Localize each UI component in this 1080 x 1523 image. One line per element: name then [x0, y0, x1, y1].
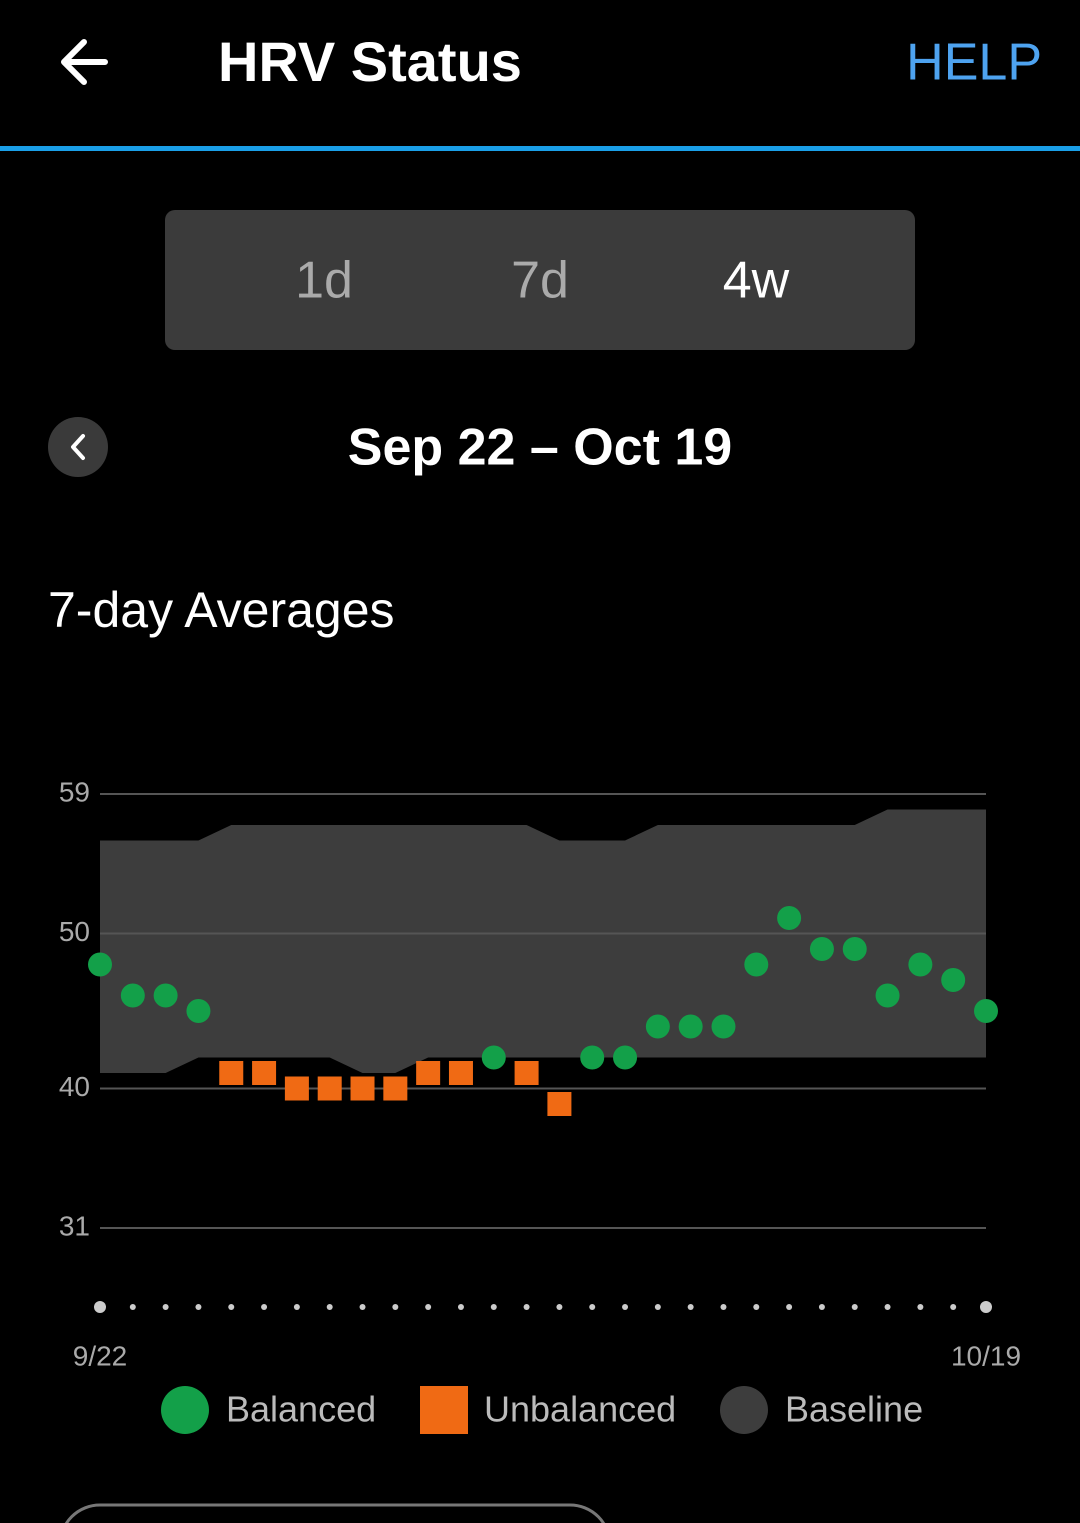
baseline-band [100, 809, 986, 1073]
balanced-point [809, 937, 834, 961]
y-tick-label: 50 [59, 916, 90, 947]
x-tick-label: 9/22 [73, 1340, 128, 1371]
unbalanced-point [284, 1076, 309, 1101]
balanced-point [842, 937, 867, 961]
x-axis-dot [523, 1304, 530, 1310]
bottom-button[interactable] [60, 1503, 610, 1523]
balanced-point [777, 906, 802, 930]
legend-label: Balanced [226, 1389, 376, 1430]
balanced-point [120, 983, 145, 1008]
x-axis-dot [884, 1304, 891, 1310]
x-axis-dot [359, 1304, 366, 1310]
tab[interactable]: 7d [511, 252, 569, 310]
legend-marker [161, 1386, 209, 1434]
x-axis-dot [980, 1301, 992, 1313]
x-axis-dot [326, 1304, 333, 1310]
balanced-point [645, 1014, 670, 1039]
tab[interactable]: 1d [295, 252, 353, 310]
unbalanced-point [547, 1092, 572, 1116]
balanced-point [974, 999, 998, 1023]
balanced-point [186, 999, 211, 1023]
x-axis-dot [589, 1304, 596, 1310]
back-button[interactable] [61, 39, 108, 85]
x-axis-dot [753, 1304, 760, 1310]
unbalanced-point [448, 1061, 473, 1085]
x-axis-dot [622, 1304, 629, 1310]
x-axis-dot [195, 1304, 202, 1310]
unbalanced-point [350, 1076, 375, 1101]
x-axis-dot [293, 1304, 300, 1310]
x-axis-dot [392, 1304, 399, 1310]
unbalanced-point [416, 1061, 441, 1085]
x-axis-dot [457, 1304, 464, 1310]
x-axis-dot [490, 1304, 497, 1310]
tab-bar [165, 210, 915, 350]
date-range: Sep 22 – Oct 19 [348, 419, 732, 477]
x-axis-dot [786, 1304, 793, 1310]
legend-label: Baseline [785, 1389, 923, 1430]
x-axis-dot [425, 1304, 432, 1310]
x-axis-dot [720, 1304, 727, 1310]
tab[interactable]: 4w [723, 252, 790, 310]
x-axis-dot [261, 1304, 268, 1310]
unbalanced-point [252, 1061, 277, 1085]
x-axis-dot [917, 1304, 924, 1310]
balanced-point [711, 1014, 736, 1039]
unbalanced-point [514, 1061, 539, 1085]
header-divider [0, 146, 1080, 151]
x-axis-dot [556, 1304, 563, 1310]
x-axis-dot [851, 1304, 858, 1310]
balanced-point [744, 952, 769, 977]
balanced-point [613, 1045, 638, 1070]
x-axis-dot [129, 1304, 136, 1310]
page-title: HRV Status [218, 30, 522, 93]
balanced-point [875, 983, 900, 1008]
balanced-point [580, 1045, 605, 1070]
previous-range-button[interactable] [48, 417, 108, 477]
x-axis-dot [162, 1304, 169, 1310]
unbalanced-point [219, 1061, 244, 1085]
y-tick-label: 40 [59, 1071, 90, 1102]
balanced-point [908, 952, 933, 977]
legend-marker [720, 1386, 768, 1434]
x-axis-dot [818, 1304, 825, 1310]
balanced-point [678, 1014, 703, 1039]
balanced-point [481, 1045, 506, 1070]
section-title: 7-day Averages [48, 582, 395, 638]
x-axis-dot [94, 1301, 106, 1313]
y-tick-label: 31 [59, 1210, 90, 1241]
help-button[interactable]: HELP [906, 34, 1042, 92]
unbalanced-point [383, 1076, 408, 1101]
balanced-point [88, 952, 112, 977]
y-tick-label: 59 [59, 776, 90, 807]
balanced-point [941, 968, 966, 992]
unbalanced-point [317, 1076, 342, 1101]
legend-marker [420, 1386, 468, 1434]
x-axis-dot [950, 1304, 957, 1310]
x-axis-dot [654, 1304, 661, 1310]
previous-icon [71, 434, 85, 460]
x-tick-label: 10/19 [951, 1340, 1021, 1371]
balanced-point [153, 983, 178, 1008]
legend-label: Unbalanced [484, 1389, 676, 1430]
x-axis-dot [228, 1304, 235, 1310]
x-axis-dot [687, 1304, 694, 1310]
